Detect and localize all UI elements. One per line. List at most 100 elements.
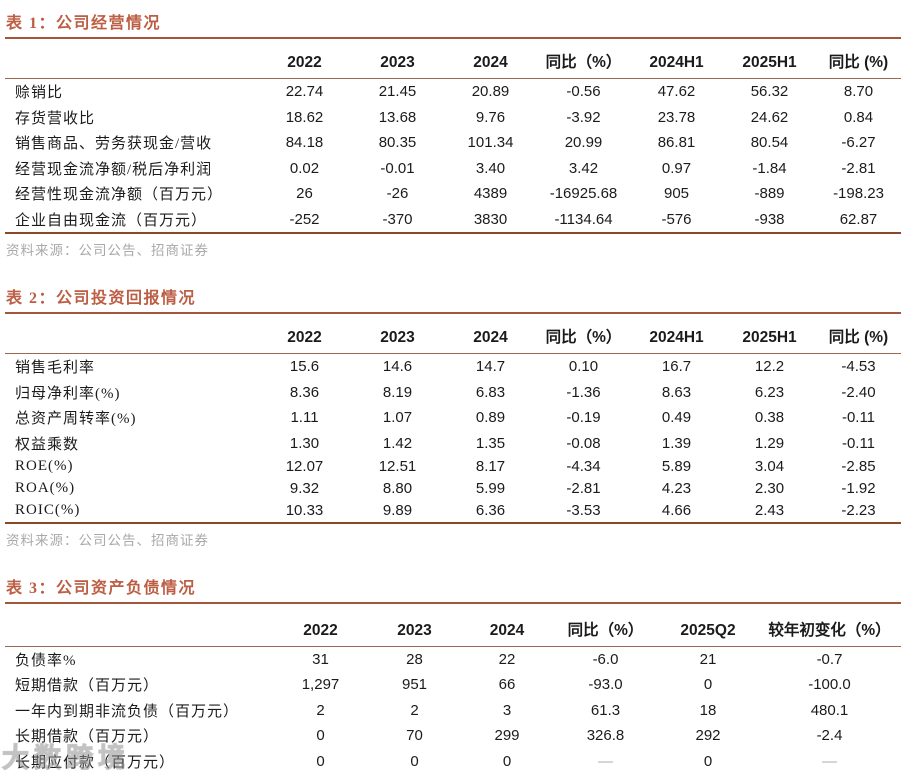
cell-value: 31 bbox=[312, 650, 329, 668]
row-label: 销售商品、劳务获现金/营收 bbox=[15, 136, 213, 152]
operations-table: 2022 2023 2024 同比（%） 2024H1 2025H1 同比 (%) 赊销比 22… bbox=[5, 39, 901, 234]
cell-value: -100.0 bbox=[808, 676, 851, 693]
row-label: 短期借款（百万元） bbox=[15, 678, 160, 694]
cell-value: 6.23 bbox=[754, 383, 785, 401]
cell-value: -1134.64 bbox=[554, 210, 613, 228]
cell-value: -252 bbox=[289, 210, 320, 228]
cell-value: -2.81 bbox=[566, 480, 601, 498]
cell-value: 61.3 bbox=[590, 701, 621, 719]
table-row: 负债率% 31 28 22 -6.0 21 -0.7 bbox=[5, 646, 901, 672]
cell-value: 1.30 bbox=[289, 434, 320, 452]
cell-value: 299 bbox=[494, 727, 520, 744]
cell-value: -198.23 bbox=[833, 185, 884, 202]
cell-value: -0.7 bbox=[816, 650, 843, 668]
table2-source: 资料来源：公司公告、招商证券 bbox=[6, 532, 209, 548]
cell-value: 18 bbox=[699, 701, 717, 719]
cell-value: -6.0 bbox=[592, 650, 619, 668]
column-header: 2024 bbox=[461, 603, 553, 647]
cell-value: -1.36 bbox=[566, 383, 601, 401]
row-label: 企业自由现金流（百万元） bbox=[15, 212, 208, 229]
cell-value: 5.89 bbox=[661, 458, 692, 476]
cell-value: — bbox=[598, 752, 613, 770]
cell-value: 2 bbox=[410, 701, 419, 719]
row-label: ROA(%) bbox=[15, 480, 76, 497]
cell-value: 5.99 bbox=[475, 480, 506, 498]
row-label: 归母净利率(%) bbox=[15, 385, 121, 402]
cell-value: -2.81 bbox=[841, 159, 876, 177]
cell-value: 0 bbox=[410, 752, 419, 770]
cell-value: -1.84 bbox=[752, 159, 787, 177]
table3-title: 表 3：公司资产负债情况 bbox=[5, 574, 901, 604]
column-header: 较年初变化（%） bbox=[758, 603, 901, 647]
cell-value: 1.07 bbox=[382, 409, 413, 426]
header-row: 2022 2023 2024 同比（%） 2024H1 2025H1 同比 (%) bbox=[5, 314, 901, 354]
column-header: 同比 (%) bbox=[816, 39, 901, 79]
table-row: 一年内到期非流负债（百万元） 2 2 3 61.3 18 480.1 bbox=[5, 698, 901, 724]
cell-value: -2.40 bbox=[841, 383, 876, 401]
column-header: 2022 bbox=[273, 603, 368, 647]
cell-value: 15.6 bbox=[289, 358, 320, 375]
cell-value: 23.78 bbox=[657, 108, 696, 126]
column-header: 同比（%） bbox=[553, 603, 658, 647]
cell-value: 12.2 bbox=[754, 358, 785, 375]
column-header: 2025H1 bbox=[723, 314, 816, 354]
cell-value: -2.23 bbox=[841, 502, 876, 519]
cell-value: 0 bbox=[703, 676, 713, 693]
column-header: 2022 bbox=[258, 314, 351, 354]
cell-value: 70 bbox=[406, 727, 423, 744]
cell-value: 28 bbox=[406, 650, 423, 668]
operations-table-section: 表 1：公司经营情况 2022 2023 2024 同比（%） 2024H1 2025H1… bbox=[5, 9, 901, 259]
table1-title: 表 1：公司经营情况 bbox=[5, 9, 901, 39]
row-label: 长期借款（百万元） bbox=[15, 729, 160, 745]
cell-value: -370 bbox=[382, 210, 413, 228]
cell-value: -0.56 bbox=[566, 83, 601, 100]
row-label: 销售毛利率 bbox=[15, 360, 96, 376]
table-row: 总资产周转率(%) 1.11 1.07 0.89 -0.19 0.49 0.38 -0.11 bbox=[5, 405, 901, 431]
cell-value: -0.11 bbox=[841, 434, 876, 452]
cell-value: 905 bbox=[663, 185, 690, 202]
cell-value: 9.32 bbox=[289, 480, 320, 498]
cell-value: 56.32 bbox=[750, 83, 789, 100]
cell-value: 24.62 bbox=[750, 108, 789, 126]
column-header: 2023 bbox=[351, 314, 444, 354]
cell-value: 4.23 bbox=[661, 480, 692, 498]
table-row: 长期借款（百万元） 0 70 299 326.8 292 -2.4 bbox=[5, 723, 901, 749]
balance-sheet-table-section: 表 3：公司资产负债情况 2022 2023 2024 同比（%） 2025Q2 较年初变… bbox=[5, 574, 901, 770]
cell-value: 0.10 bbox=[568, 358, 599, 375]
cell-value: 12.07 bbox=[285, 458, 324, 476]
cell-value: 3.04 bbox=[754, 458, 785, 476]
cell-value: -576 bbox=[661, 210, 692, 228]
column-header: 同比（%） bbox=[537, 314, 630, 354]
cell-value: 0 bbox=[703, 752, 713, 770]
cell-value: 20.89 bbox=[471, 83, 510, 100]
header-row: 2022 2023 2024 同比（%） 2025Q2 较年初变化（%） bbox=[5, 603, 901, 647]
row-label: ROE(%) bbox=[15, 458, 74, 475]
row-label-header bbox=[5, 39, 258, 79]
row-label: 权益乘数 bbox=[15, 436, 80, 453]
row-label: 赊销比 bbox=[15, 85, 64, 101]
row-label: 长期应付款（百万元） bbox=[15, 754, 176, 770]
cell-value: 1.42 bbox=[382, 434, 413, 452]
returns-table-section: 表 2：公司投资回报情况 2022 2023 2024 同比（%） 2024H1 2025… bbox=[5, 284, 901, 549]
table-row: ROA(%) 9.32 8.80 5.99 -2.81 4.23 2.30 -1.92 bbox=[5, 478, 901, 500]
table-row: 短期借款（百万元） 1,297 951 66 -93.0 0 -100.0 bbox=[5, 672, 901, 698]
cell-value: 6.83 bbox=[475, 383, 506, 401]
cell-value: 18.62 bbox=[285, 108, 324, 126]
cell-value: 21 bbox=[699, 650, 717, 668]
cell-value: 0 bbox=[502, 752, 512, 770]
cell-value: 0 bbox=[316, 752, 325, 770]
cell-value: 80.54 bbox=[750, 134, 789, 151]
cell-value: 20.99 bbox=[564, 134, 603, 151]
column-header: 2024 bbox=[444, 314, 537, 354]
cell-value: 8.70 bbox=[843, 83, 874, 100]
cell-value: 0.38 bbox=[754, 409, 785, 426]
row-label: 负债率% bbox=[15, 652, 77, 669]
cell-value: 951 bbox=[401, 676, 428, 693]
cell-value: -889 bbox=[754, 185, 785, 202]
row-label: 一年内到期非流负债（百万元） bbox=[15, 703, 240, 720]
cell-value: 4.66 bbox=[661, 502, 692, 519]
cell-value: 2.30 bbox=[754, 480, 785, 498]
cell-value: 2 bbox=[316, 701, 325, 719]
table-row: 长期应付款（百万元） 0 0 0 — 0 — bbox=[5, 749, 901, 770]
table-row: 企业自由现金流（百万元） -252 -370 3830 -1134.64 -576 -938… bbox=[5, 207, 901, 234]
